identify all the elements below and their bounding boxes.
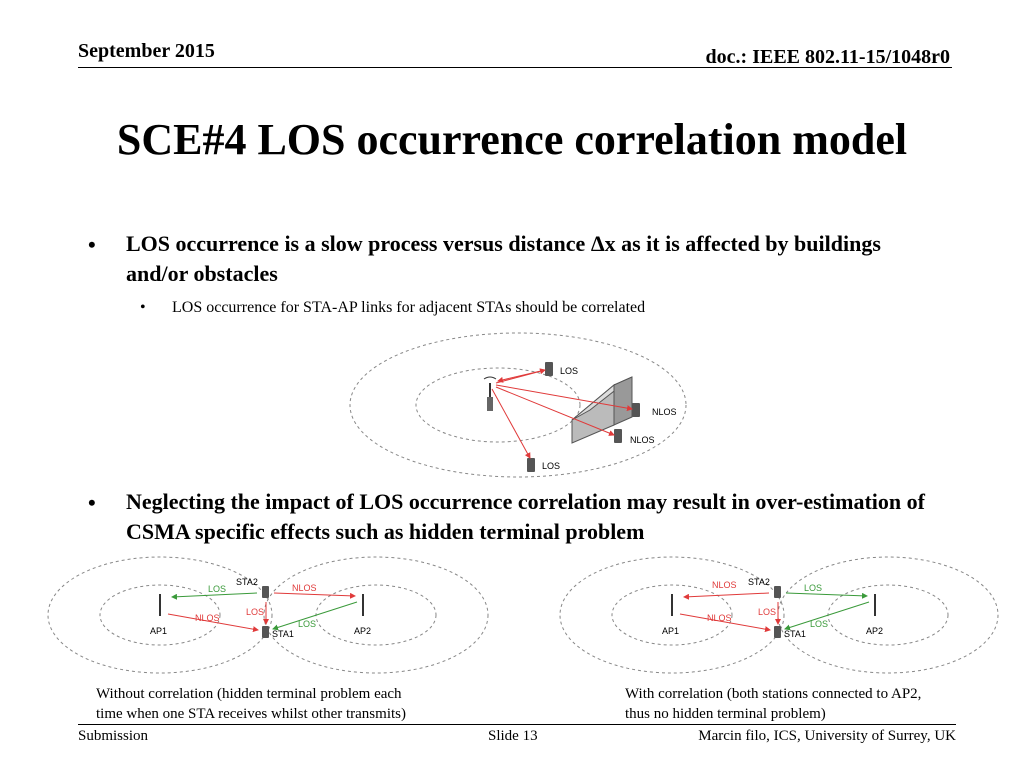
ring-ap2-inner	[315, 584, 437, 646]
ring-ap1-inner	[99, 584, 221, 646]
sub-bullet-marker: •	[140, 299, 146, 316]
ring-ap2-inner	[827, 584, 949, 646]
header-date: September 2015	[78, 40, 215, 62]
access-point-icon	[483, 376, 497, 411]
bullet-text-2: Neglecting the impact of LOS occurrence …	[126, 489, 925, 544]
header-divider	[78, 67, 952, 68]
access-point-icon	[671, 594, 876, 616]
building-obstacle	[571, 376, 633, 444]
link-label: LOS	[758, 607, 776, 617]
link-label: LOS	[804, 583, 822, 593]
ring-ap2	[777, 556, 999, 674]
diagram-with-correlation: STA2 STA1 AP1 AP2 NLOS LOS LOS NLOS LOS	[559, 556, 999, 674]
outer-ring	[349, 332, 687, 478]
link-label: LOS	[246, 607, 264, 617]
link-label: NLOS	[292, 583, 317, 593]
link-label: NLOS	[630, 435, 655, 445]
ring-ap2	[263, 556, 489, 674]
bullet-marker-2: •	[88, 490, 96, 515]
caption-right-line-2: thus no hidden terminal problem)	[625, 706, 826, 722]
inner-ring	[415, 367, 581, 443]
link-label: NLOS	[707, 613, 732, 623]
link-label: LOS	[560, 366, 578, 376]
ring-ap1-inner	[611, 584, 733, 646]
station-label: STA2	[236, 577, 258, 587]
station-icon	[774, 586, 781, 638]
header-doc-id: doc.: IEEE 802.11-15/1048r0	[705, 46, 950, 68]
link-label: LOS	[208, 584, 226, 594]
link-arrows	[491, 368, 633, 459]
link-label: NLOS	[712, 580, 737, 590]
sub-bullet-text: LOS occurrence for STA-AP links for adja…	[172, 299, 646, 316]
link-label: LOS	[810, 619, 828, 629]
link-label: LOS	[542, 461, 560, 471]
footer-divider	[78, 724, 956, 725]
station-icon	[527, 362, 640, 472]
station-label: STA1	[272, 629, 294, 639]
bullet-text-1: LOS occurrence is a slow process versus …	[126, 231, 881, 286]
los-correlation-diagram: LOS NLOS NLOS LOS	[349, 332, 687, 478]
footer-slide-number: Slide 13	[488, 728, 538, 744]
link-label: LOS	[298, 619, 316, 629]
bullet-marker-1: •	[88, 232, 96, 257]
link-label: NLOS	[195, 613, 220, 623]
ap-label: AP2	[354, 626, 371, 636]
caption-left-line-1: Without correlation (hidden terminal pro…	[96, 686, 402, 702]
caption-left-line-2: time when one STA receives whilst other …	[96, 706, 406, 722]
ap-label: AP1	[150, 626, 167, 636]
ring-ap1	[559, 556, 785, 674]
ring-ap1	[47, 556, 273, 674]
footer-submission: Submission	[78, 728, 149, 744]
footer-author: Marcin filo, ICS, University of Surrey, …	[698, 728, 956, 744]
station-label: STA1	[784, 629, 806, 639]
station-icon	[262, 586, 269, 638]
ap-label: AP1	[662, 626, 679, 636]
diagram-without-correlation: STA2 STA1 AP1 AP2 LOS NLOS LOS NLOS LOS	[47, 556, 489, 674]
caption-right-line-1: With correlation (both stations connecte…	[625, 686, 922, 702]
access-point-icon	[159, 594, 364, 616]
slide-title: SCE#4 LOS occurrence correlation model	[116, 115, 908, 164]
link-label: NLOS	[652, 407, 677, 417]
station-label: STA2	[748, 577, 770, 587]
ap-label: AP2	[866, 626, 883, 636]
